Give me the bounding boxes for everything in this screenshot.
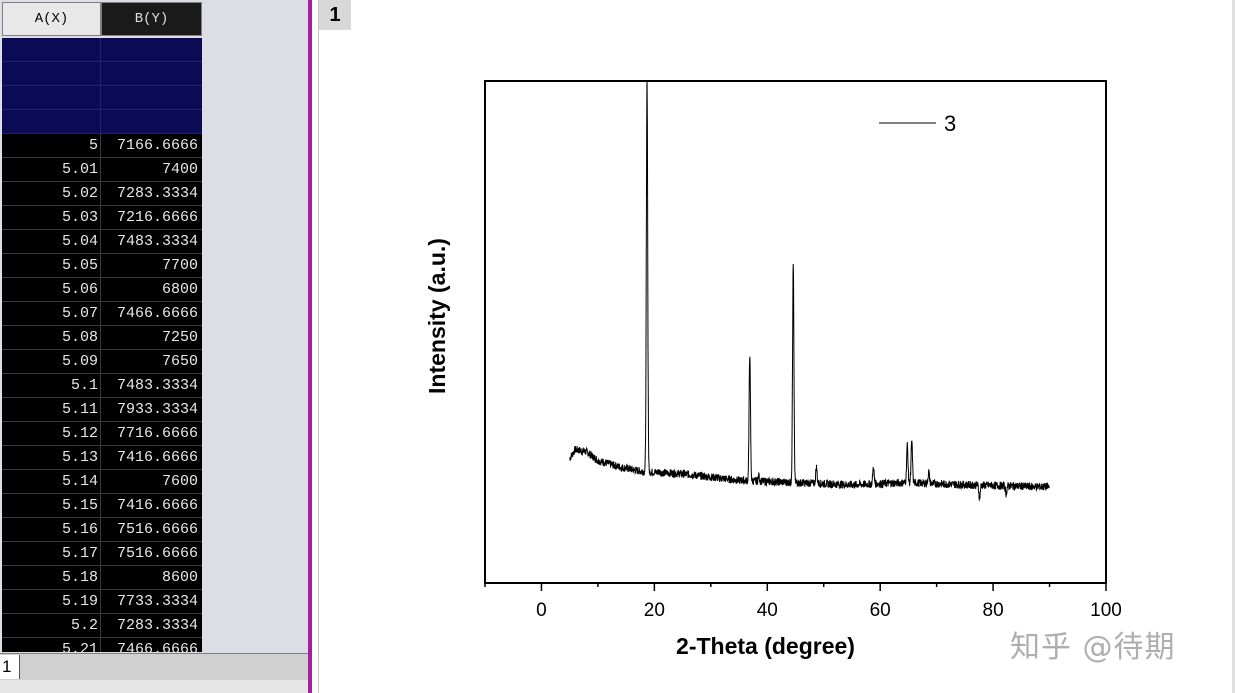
table-row[interactable]: 5.05 7700	[2, 254, 202, 278]
cell-b[interactable]: 7933.3334	[116, 401, 198, 418]
cell-b[interactable]: 7466.6666	[116, 641, 198, 652]
cell-a[interactable]: 5.05	[2, 254, 101, 277]
cell-a[interactable]: 5.07	[2, 302, 101, 325]
cell-a[interactable]: 5.17	[2, 542, 101, 565]
legend-label: 3	[944, 111, 956, 136]
cell-a[interactable]: 5.12	[2, 422, 101, 445]
table-row[interactable]: 5.02 7283.3334	[2, 182, 202, 206]
cell-b[interactable]: 7650	[161, 353, 198, 370]
cell-a[interactable]: 5.01	[2, 158, 101, 181]
table-row[interactable]: 5.11 7933.3334	[2, 398, 202, 422]
cell-b[interactable]: 8600	[161, 569, 198, 586]
worksheet-grid[interactable]: 5 7166.6666 5.01 7400 5.02 7283.3334 5.03 7216.…	[2, 38, 202, 652]
table-row[interactable]: 5.1 7483.3334	[2, 374, 202, 398]
cell-a[interactable]: 5.16	[2, 518, 101, 541]
cell-a[interactable]: 5.13	[2, 446, 101, 469]
x-tick-label: 60	[870, 600, 891, 621]
cell-b[interactable]: 7700	[161, 257, 198, 274]
column-header-a[interactable]: A(X)	[2, 2, 101, 36]
horizontal-scrollbar[interactable]	[0, 680, 308, 693]
sheet-tab[interactable]: 1	[0, 655, 20, 679]
cell-a[interactable]: 5.08	[2, 326, 101, 349]
cell-b[interactable]: 7516.6666	[116, 521, 198, 538]
cell-b[interactable]: 7600	[161, 473, 198, 490]
x-axis: 0 20 40 60 80 100	[484, 583, 1122, 621]
watermark: 知乎 @待期	[1010, 630, 1176, 665]
column-header-b[interactable]: B(Y)	[101, 2, 202, 36]
x-tick-label: 40	[757, 600, 778, 621]
cell-a[interactable]: 5.21	[2, 638, 101, 652]
cell-a[interactable]: 5.1	[2, 374, 101, 397]
cell-a[interactable]: 5.04	[2, 230, 101, 253]
cell-b[interactable]: 7466.6666	[116, 305, 198, 322]
cell-b[interactable]: 7483.3334	[116, 377, 198, 394]
cell-b[interactable]: 7166.6666	[116, 137, 198, 154]
selected-empty-row[interactable]	[2, 62, 202, 86]
y-axis-label: Intensity (a.u.)	[424, 238, 450, 394]
vertical-scrollbar[interactable]	[1232, 0, 1235, 693]
sheet-tab-bar: 1	[0, 653, 308, 680]
table-row[interactable]: 5 7166.6666	[2, 134, 202, 158]
cell-b[interactable]: 7516.6666	[116, 545, 198, 562]
table-row[interactable]: 5.12 7716.6666	[2, 422, 202, 446]
selected-empty-row[interactable]	[2, 38, 202, 62]
cell-b[interactable]: 6800	[161, 281, 198, 298]
table-row[interactable]: 5.07 7466.6666	[2, 302, 202, 326]
cell-b[interactable]: 7733.3334	[116, 593, 198, 610]
cell-b[interactable]: 7716.6666	[116, 425, 198, 442]
table-row[interactable]: 5.08 7250	[2, 326, 202, 350]
cell-b[interactable]: 7250	[161, 329, 198, 346]
table-row[interactable]: 5.17 7516.6666	[2, 542, 202, 566]
cell-a[interactable]: 5.02	[2, 182, 101, 205]
x-tick-label: 20	[644, 600, 665, 621]
graph-window: 1	[318, 0, 1235, 693]
cell-b[interactable]: 7400	[161, 161, 198, 178]
worksheet: A(X) B(Y) 5 7166.6666 5.01 7400 5.02 7283.333…	[0, 0, 308, 693]
cell-a[interactable]: 5.09	[2, 350, 101, 373]
cell-a[interactable]: 5.14	[2, 470, 101, 493]
table-row[interactable]: 5.09 7650	[2, 350, 202, 374]
x-axis-label: 2-Theta (degree)	[676, 633, 855, 659]
cell-a[interactable]: 5.06	[2, 278, 101, 301]
table-row[interactable]: 5.13 7416.6666	[2, 446, 202, 470]
cell-b[interactable]: 7283.3334	[116, 185, 198, 202]
cell-b[interactable]: 7416.6666	[116, 449, 198, 466]
cell-a[interactable]: 5.19	[2, 590, 101, 613]
table-row[interactable]: 5.21 7466.6666	[2, 638, 202, 652]
cell-b[interactable]: 7283.3334	[116, 617, 198, 634]
series-3-line	[569, 81, 1050, 502]
layer-indicator[interactable]: 1	[319, 0, 351, 30]
cell-a[interactable]: 5.2	[2, 614, 101, 637]
cell-a[interactable]: 5.15	[2, 494, 101, 517]
table-row[interactable]: 5.06 6800	[2, 278, 202, 302]
table-row[interactable]: 5.14 7600	[2, 470, 202, 494]
cell-b[interactable]: 7416.6666	[116, 497, 198, 514]
table-row[interactable]: 5.18 8600	[2, 566, 202, 590]
table-row[interactable]: 5.01 7400	[2, 158, 202, 182]
x-tick-label: 80	[983, 600, 1004, 621]
cell-b[interactable]: 7216.6666	[116, 209, 198, 226]
selected-empty-row[interactable]	[2, 110, 202, 134]
cell-b[interactable]: 7483.3334	[116, 233, 198, 250]
table-row[interactable]: 5.04 7483.3334	[2, 230, 202, 254]
x-tick-label: 100	[1090, 600, 1122, 621]
cell-a[interactable]: 5.18	[2, 566, 101, 589]
table-row[interactable]: 5.19 7733.3334	[2, 590, 202, 614]
cell-a[interactable]: 5	[2, 134, 101, 157]
x-tick-label: 0	[536, 600, 547, 621]
table-row[interactable]: 5.2 7283.3334	[2, 614, 202, 638]
window-border	[308, 0, 312, 693]
plot-frame	[484, 80, 1107, 584]
table-row[interactable]: 5.16 7516.6666	[2, 518, 202, 542]
table-row[interactable]: 5.15 7416.6666	[2, 494, 202, 518]
cell-a[interactable]: 5.03	[2, 206, 101, 229]
table-row[interactable]: 5.03 7216.6666	[2, 206, 202, 230]
cell-a[interactable]: 5.11	[2, 398, 101, 421]
selected-empty-row[interactable]	[2, 86, 202, 110]
